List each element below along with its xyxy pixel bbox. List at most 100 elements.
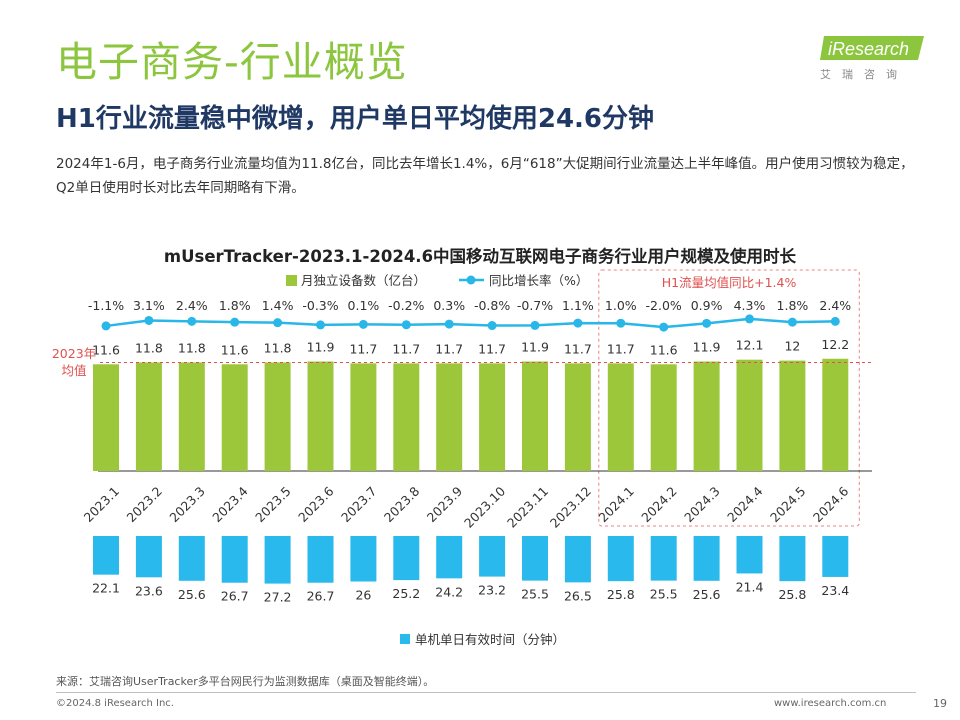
highlight-box: [598, 269, 860, 527]
page-subtitle: H1行业流量稳中微增，用户单日平均使用24.6分钟: [56, 104, 655, 134]
user-bar: [693, 361, 720, 471]
user-bar: [436, 363, 463, 471]
user-bar-label: 11.8: [264, 340, 292, 355]
user-bar-label: 11.9: [307, 340, 335, 355]
x-tick-label: 2023.9: [424, 483, 466, 525]
growth-label: 1.1%: [562, 298, 594, 313]
user-scale-chart: mUserTracker-2023.1-2024.6中国移动互联网电子商务行业用…: [52, 246, 872, 647]
user-bar-label: 11.9: [521, 340, 549, 355]
growth-label: 1.0%: [605, 298, 637, 313]
minutes-bar: [607, 536, 634, 582]
legend-line-marker: [466, 275, 476, 285]
chart-title: mUserTracker-2023.1-2024.6中国移动互联网电子商务行业用…: [164, 246, 797, 266]
minutes-bar: [822, 536, 849, 577]
user-bar: [393, 363, 420, 471]
user-bar: [607, 363, 634, 471]
x-tick-label: 2024.1: [595, 484, 637, 526]
user-bar: [650, 364, 677, 471]
user-bar: [307, 361, 334, 471]
growth-point: [659, 322, 669, 332]
x-tick-label: 2024.2: [638, 484, 680, 526]
x-tick-label: 2024.4: [724, 483, 766, 525]
user-bar: [736, 359, 763, 471]
minutes-bar-label: 25.8: [607, 587, 635, 602]
growth-point: [444, 319, 454, 329]
minutes-bar-label: 25.6: [693, 587, 721, 602]
minutes-bar-label: 26.5: [564, 588, 592, 603]
reference-label-line1: 2023年: [52, 346, 96, 361]
user-bar: [479, 363, 506, 471]
minutes-bar-label: 26.7: [307, 589, 335, 604]
user-bar: [350, 363, 377, 471]
source-note: 来源：艾瑞咨询UserTracker多平台网民行为监测数据库（桌面及智能终端）。: [56, 675, 435, 688]
x-tick-label: 2023.4: [209, 483, 251, 525]
user-bar: [178, 362, 205, 471]
growth-label: -0.2%: [388, 298, 424, 313]
website-link[interactable]: www.iresearch.com.cn: [774, 698, 887, 709]
highlight-label: H1流量均值同比+1.4%: [662, 275, 797, 290]
page-title: 电子商务-行业概览: [56, 38, 408, 86]
growth-point: [144, 315, 154, 325]
minutes-bar-label: 23.6: [135, 583, 163, 598]
minutes-bar: [393, 536, 420, 581]
x-tick-label: 2023.11: [504, 484, 551, 531]
minutes-bar: [436, 536, 463, 579]
summary-text: 2024年1-6月，电子商务行业流量均值为11.8亿台，同比去年增长1.4%，6…: [56, 156, 914, 196]
user-bar-label: 11.7: [564, 341, 592, 356]
growth-label: -2.0%: [646, 298, 682, 313]
user-bar-label: 11.6: [92, 342, 120, 357]
user-bar-label: 11.7: [607, 341, 635, 356]
minutes-bar: [693, 536, 720, 581]
growth-label: -0.8%: [474, 298, 510, 313]
growth-label: -0.3%: [302, 298, 338, 313]
user-bar-label: 12.1: [736, 338, 764, 353]
minutes-bar-label: 23.4: [821, 583, 849, 598]
x-tick-label: 2024.6: [810, 483, 852, 525]
iresearch-logo: iResearch 艾瑞咨询: [820, 34, 930, 84]
x-tick-label: 2023.2: [123, 484, 165, 526]
minutes-bar-label: 21.4: [736, 579, 764, 594]
legend-bar-label: 月独立设备数（亿台）: [301, 273, 426, 288]
user-bar: [522, 361, 548, 471]
user-bar-label: 11.8: [135, 340, 163, 355]
x-tick-label: 2023.6: [295, 483, 337, 525]
user-bar-label: 11.7: [392, 341, 420, 356]
user-bar: [93, 364, 119, 471]
growth-label: 1.8%: [777, 298, 809, 313]
growth-label: 3.1%: [133, 298, 165, 313]
x-tick-label: 2023.5: [252, 484, 294, 526]
growth-point: [101, 321, 111, 331]
copyright-text: ©2024.8 iResearch Inc.: [56, 698, 174, 709]
minutes-bar: [479, 536, 506, 577]
page-number: 19: [933, 697, 947, 710]
user-bar: [221, 364, 248, 471]
growth-point: [830, 316, 840, 326]
x-tick-label: 2024.3: [681, 484, 723, 526]
growth-label: 2.4%: [176, 298, 208, 313]
footer-divider: [56, 692, 916, 693]
growth-point: [273, 318, 283, 328]
growth-point: [230, 317, 240, 327]
x-tick-label: 2023.12: [547, 484, 594, 531]
growth-line: [105, 317, 836, 329]
growth-label: 0.3%: [433, 298, 465, 313]
growth-label: 0.1%: [348, 298, 380, 313]
legend-line-label: 同比增长率（%）: [489, 273, 588, 288]
growth-label: -0.7%: [517, 298, 553, 313]
x-tick-label: 2023.7: [338, 484, 380, 526]
minutes-bar: [564, 536, 591, 583]
user-bar: [779, 360, 806, 471]
growth-point: [787, 317, 797, 327]
minutes-bar-label: 25.5: [521, 587, 549, 602]
x-tick-label: 2024.5: [767, 484, 809, 526]
minutes-bar: [522, 536, 548, 581]
x-tick-label: 2023.3: [166, 484, 208, 526]
minutes-bar: [779, 536, 806, 582]
minutes-bar-label: 26: [355, 588, 371, 603]
minutes-bar: [650, 536, 677, 581]
growth-label: 2.4%: [819, 298, 851, 313]
growth-point: [187, 316, 197, 326]
minutes-bar-label: 22.1: [92, 581, 120, 596]
minutes-bar-label: 25.8: [778, 587, 806, 602]
legend-minutes-label: 单机单日有效时间（分钟）: [415, 632, 565, 647]
